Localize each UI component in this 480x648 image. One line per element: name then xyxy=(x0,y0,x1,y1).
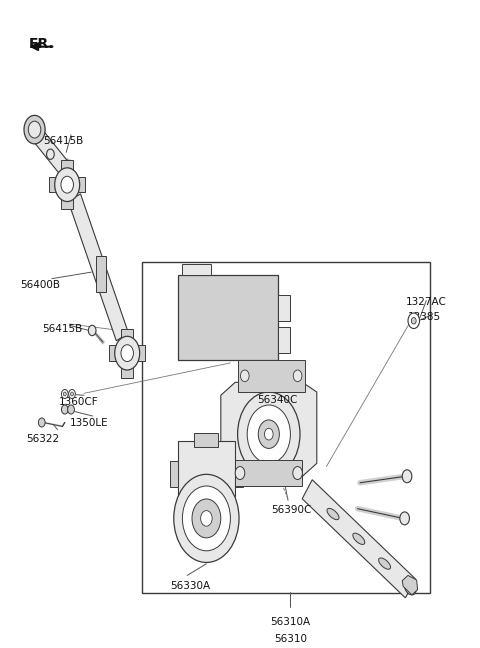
Circle shape xyxy=(247,405,290,463)
Circle shape xyxy=(238,392,300,476)
Text: 56415B: 56415B xyxy=(43,136,84,146)
Text: 1350LE: 1350LE xyxy=(70,418,108,428)
Circle shape xyxy=(71,392,73,396)
Text: 56310: 56310 xyxy=(274,634,307,643)
Bar xyxy=(96,256,106,292)
Bar xyxy=(178,441,235,496)
Circle shape xyxy=(55,168,80,202)
Circle shape xyxy=(293,467,302,480)
Bar xyxy=(136,345,145,361)
Bar xyxy=(121,329,133,341)
Circle shape xyxy=(235,467,245,480)
Circle shape xyxy=(182,486,230,551)
Bar xyxy=(278,295,290,321)
Bar xyxy=(235,460,302,486)
Circle shape xyxy=(24,115,45,144)
Circle shape xyxy=(400,512,409,525)
Circle shape xyxy=(402,470,412,483)
Bar xyxy=(178,275,278,360)
Bar xyxy=(61,160,73,173)
Text: 56415B: 56415B xyxy=(42,324,83,334)
Circle shape xyxy=(63,392,66,396)
Bar xyxy=(194,433,218,447)
Polygon shape xyxy=(402,575,418,595)
Circle shape xyxy=(61,389,68,399)
Bar xyxy=(278,327,290,353)
Text: 56390C: 56390C xyxy=(271,505,312,515)
Circle shape xyxy=(38,418,45,427)
Ellipse shape xyxy=(353,533,365,544)
Bar xyxy=(76,177,85,192)
Circle shape xyxy=(240,370,249,382)
Circle shape xyxy=(411,318,416,324)
Ellipse shape xyxy=(405,582,416,595)
Text: 1327AC: 1327AC xyxy=(406,297,446,307)
Text: 56330A: 56330A xyxy=(170,581,211,591)
Circle shape xyxy=(264,428,273,440)
Circle shape xyxy=(61,405,68,414)
Circle shape xyxy=(69,389,75,399)
Polygon shape xyxy=(221,382,317,476)
Bar xyxy=(49,177,59,192)
Bar xyxy=(142,262,430,593)
Bar xyxy=(109,345,119,361)
Bar xyxy=(182,264,211,275)
Text: 56322: 56322 xyxy=(26,434,60,444)
Circle shape xyxy=(88,325,96,336)
Text: 56340C: 56340C xyxy=(257,395,297,405)
Ellipse shape xyxy=(327,509,339,520)
Circle shape xyxy=(121,345,133,362)
Circle shape xyxy=(28,121,41,138)
Bar xyxy=(170,461,178,487)
Text: 56310A: 56310A xyxy=(270,617,311,627)
Ellipse shape xyxy=(379,558,391,569)
Polygon shape xyxy=(68,194,129,341)
Circle shape xyxy=(201,511,212,526)
Bar xyxy=(61,196,73,209)
Circle shape xyxy=(115,336,140,370)
Circle shape xyxy=(68,405,74,414)
Circle shape xyxy=(61,176,73,193)
Bar xyxy=(121,365,133,378)
Circle shape xyxy=(408,313,420,329)
Circle shape xyxy=(258,420,279,448)
Polygon shape xyxy=(34,130,68,174)
Text: 56400B: 56400B xyxy=(20,280,60,290)
Text: FR.: FR. xyxy=(29,37,55,51)
Circle shape xyxy=(293,370,302,382)
Polygon shape xyxy=(302,480,415,598)
Text: 1360CF: 1360CF xyxy=(59,397,99,406)
Circle shape xyxy=(174,474,239,562)
Circle shape xyxy=(47,149,54,159)
Bar xyxy=(235,461,243,487)
Circle shape xyxy=(192,499,221,538)
Bar xyxy=(238,360,305,392)
Text: 13385: 13385 xyxy=(408,312,441,322)
